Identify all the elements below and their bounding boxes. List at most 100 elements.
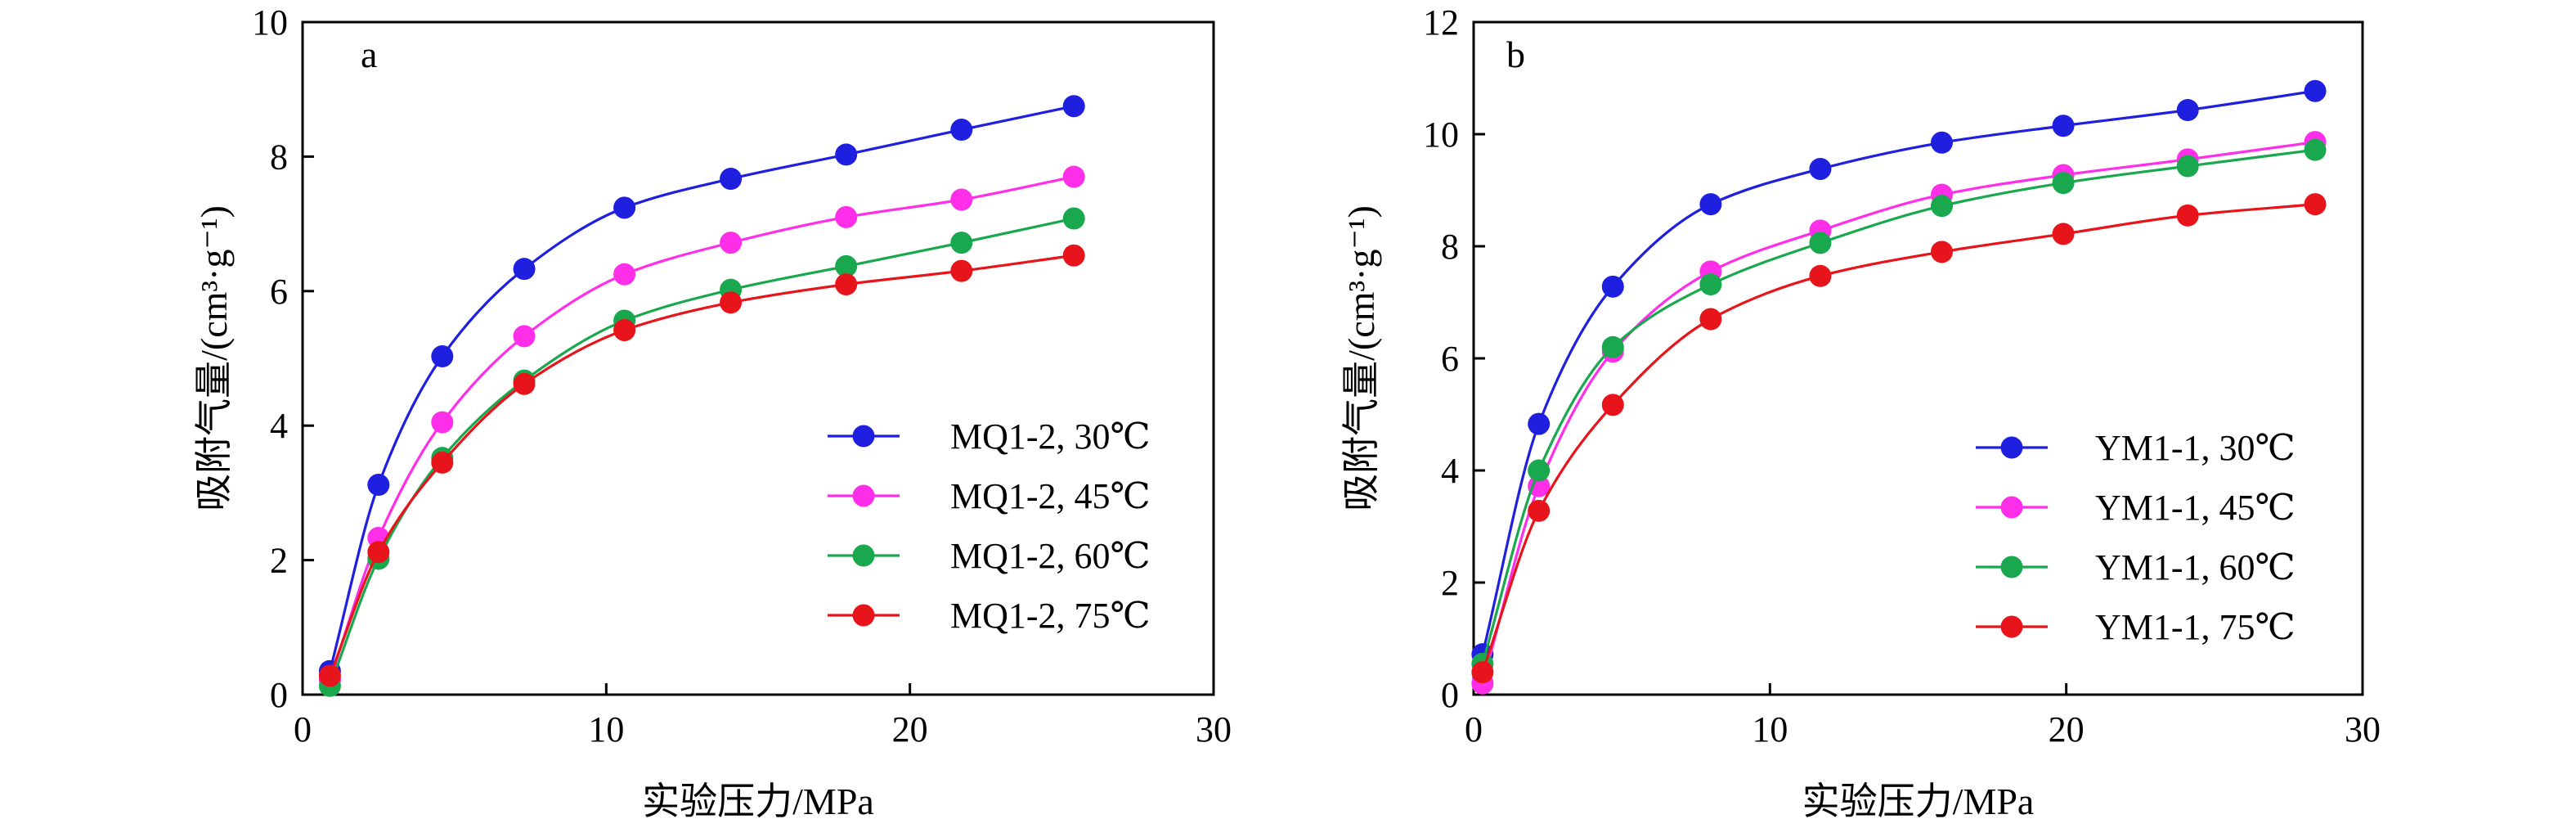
legend-item: MQ1-2, 45℃ [828,476,1151,516]
data-point [835,273,858,296]
series-1 [318,95,1085,682]
y-tick-label: 10 [1423,115,1459,155]
data-point [1601,335,1624,358]
y-tick-label: 4 [270,406,288,446]
legend-label: MQ1-2, 60℃ [950,536,1151,576]
data-point [720,291,743,314]
data-point [431,345,454,368]
data-point [950,188,973,211]
data-point [1930,241,1953,263]
y-tick-label: 12 [1423,2,1459,43]
y-tick-label: 0 [1441,675,1459,715]
y-tick-label: 2 [1441,563,1459,603]
legend-label: YM1-1, 75℃ [2095,607,2296,647]
x-tick-label: 30 [2345,709,2381,749]
y-axis-title: 吸附气量/(cm³·g⁻¹) [193,205,235,511]
y-tick-label: 4 [1441,451,1459,491]
y-tick-label: 6 [1441,339,1459,379]
series-1 [1471,79,2327,666]
series-4 [318,244,1085,687]
data-point [1062,244,1085,267]
legend-swatch-marker [2000,496,2023,519]
data-point [1809,232,1832,254]
panel-label: b [1506,34,1525,75]
data-point [950,119,973,142]
legend-label: YM1-1, 30℃ [2095,428,2296,468]
data-point [367,474,390,497]
y-tick-label: 8 [270,137,288,177]
legend-label: MQ1-2, 30℃ [950,416,1151,457]
legend-swatch-marker [2000,556,2023,578]
data-point [720,232,743,254]
data-point [1528,499,1551,522]
data-point [1699,273,1722,296]
plot-frame [301,20,1215,696]
legend-item: MQ1-2, 30℃ [828,416,1151,457]
legend: MQ1-2, 30℃ MQ1-2, 45℃ MQ1-2, 60℃ MQ1-2, 75℃ [828,416,1151,636]
data-point [513,372,536,395]
series-3 [1471,138,2327,675]
legend-label: MQ1-2, 45℃ [950,476,1151,516]
legend-item: MQ1-2, 75℃ [828,596,1151,636]
x-tick-label: 10 [588,709,624,749]
data-point [2176,204,2199,227]
y-tick-label: 6 [270,272,288,312]
legend-item: YM1-1, 30℃ [1976,428,2296,468]
data-point [2176,155,2199,178]
legend-item: YM1-1, 75℃ [1976,607,2296,647]
legend-swatch-marker [852,425,875,448]
data-point [1930,195,1953,218]
legend-swatch-marker [852,544,875,567]
data-point [2304,79,2327,102]
data-point [613,263,636,286]
data-point [318,664,341,687]
legend-item: MQ1-2, 60℃ [828,536,1151,576]
y-tick-label: 10 [252,2,288,43]
x-tick-label: 0 [1465,709,1483,749]
x-axis-title: 实验压力/MPa [1802,781,2035,822]
data-point [1528,459,1551,482]
x-tick-label: 30 [1196,709,1232,749]
data-point [2304,193,2327,216]
legend-swatch-marker [2000,436,2023,459]
x-axis-title: 实验压力/MPa [642,781,874,822]
legend-swatch-marker [2000,615,2023,638]
data-point [950,259,973,282]
data-point [1601,275,1624,298]
data-point [1062,165,1085,188]
data-point [1699,193,1722,216]
panel-b: 0 10 20 30 0 2 4 6 8 10 12 b 实验压力/MPa 吸附气量/(cm³·g⁻¹) Y… [1340,2,2381,822]
data-point [1062,95,1085,118]
data-point [613,318,636,341]
data-point [720,168,743,191]
data-point [835,254,858,277]
series-4 [1471,193,2327,684]
y-tick-label: 2 [270,541,288,581]
series-line [328,105,1075,672]
legend-item: YM1-1, 45℃ [1976,488,2296,528]
legend-label: MQ1-2, 75℃ [950,596,1151,636]
legend-label: YM1-1, 60℃ [2095,547,2296,587]
data-point [431,451,454,474]
panel-a: 0 10 20 30 0 2 4 6 8 10 a 实验压力/MPa 吸附气量/(cm³·g⁻¹) MQ1… [193,2,1232,822]
data-point [1471,661,1494,684]
data-point [2052,172,2075,195]
data-point [431,411,454,434]
legend-swatch-marker [852,604,875,627]
data-point [1062,207,1085,230]
x-tick-label: 20 [892,709,928,749]
data-point [2304,138,2327,161]
data-point [835,143,858,166]
data-point [835,205,858,228]
data-point [2176,99,2199,122]
data-point [1930,131,1953,154]
data-point [1699,308,1722,331]
legend: YM1-1, 30℃ YM1-1, 45℃ YM1-1, 60℃ YM1-1, 75℃ [1976,428,2296,647]
y-tick-label: 0 [270,675,288,715]
data-point [1809,264,1832,287]
data-point [2052,223,2075,245]
x-tick-label: 10 [1752,709,1788,749]
x-tick-label: 20 [2049,709,2085,749]
data-point [513,325,536,348]
